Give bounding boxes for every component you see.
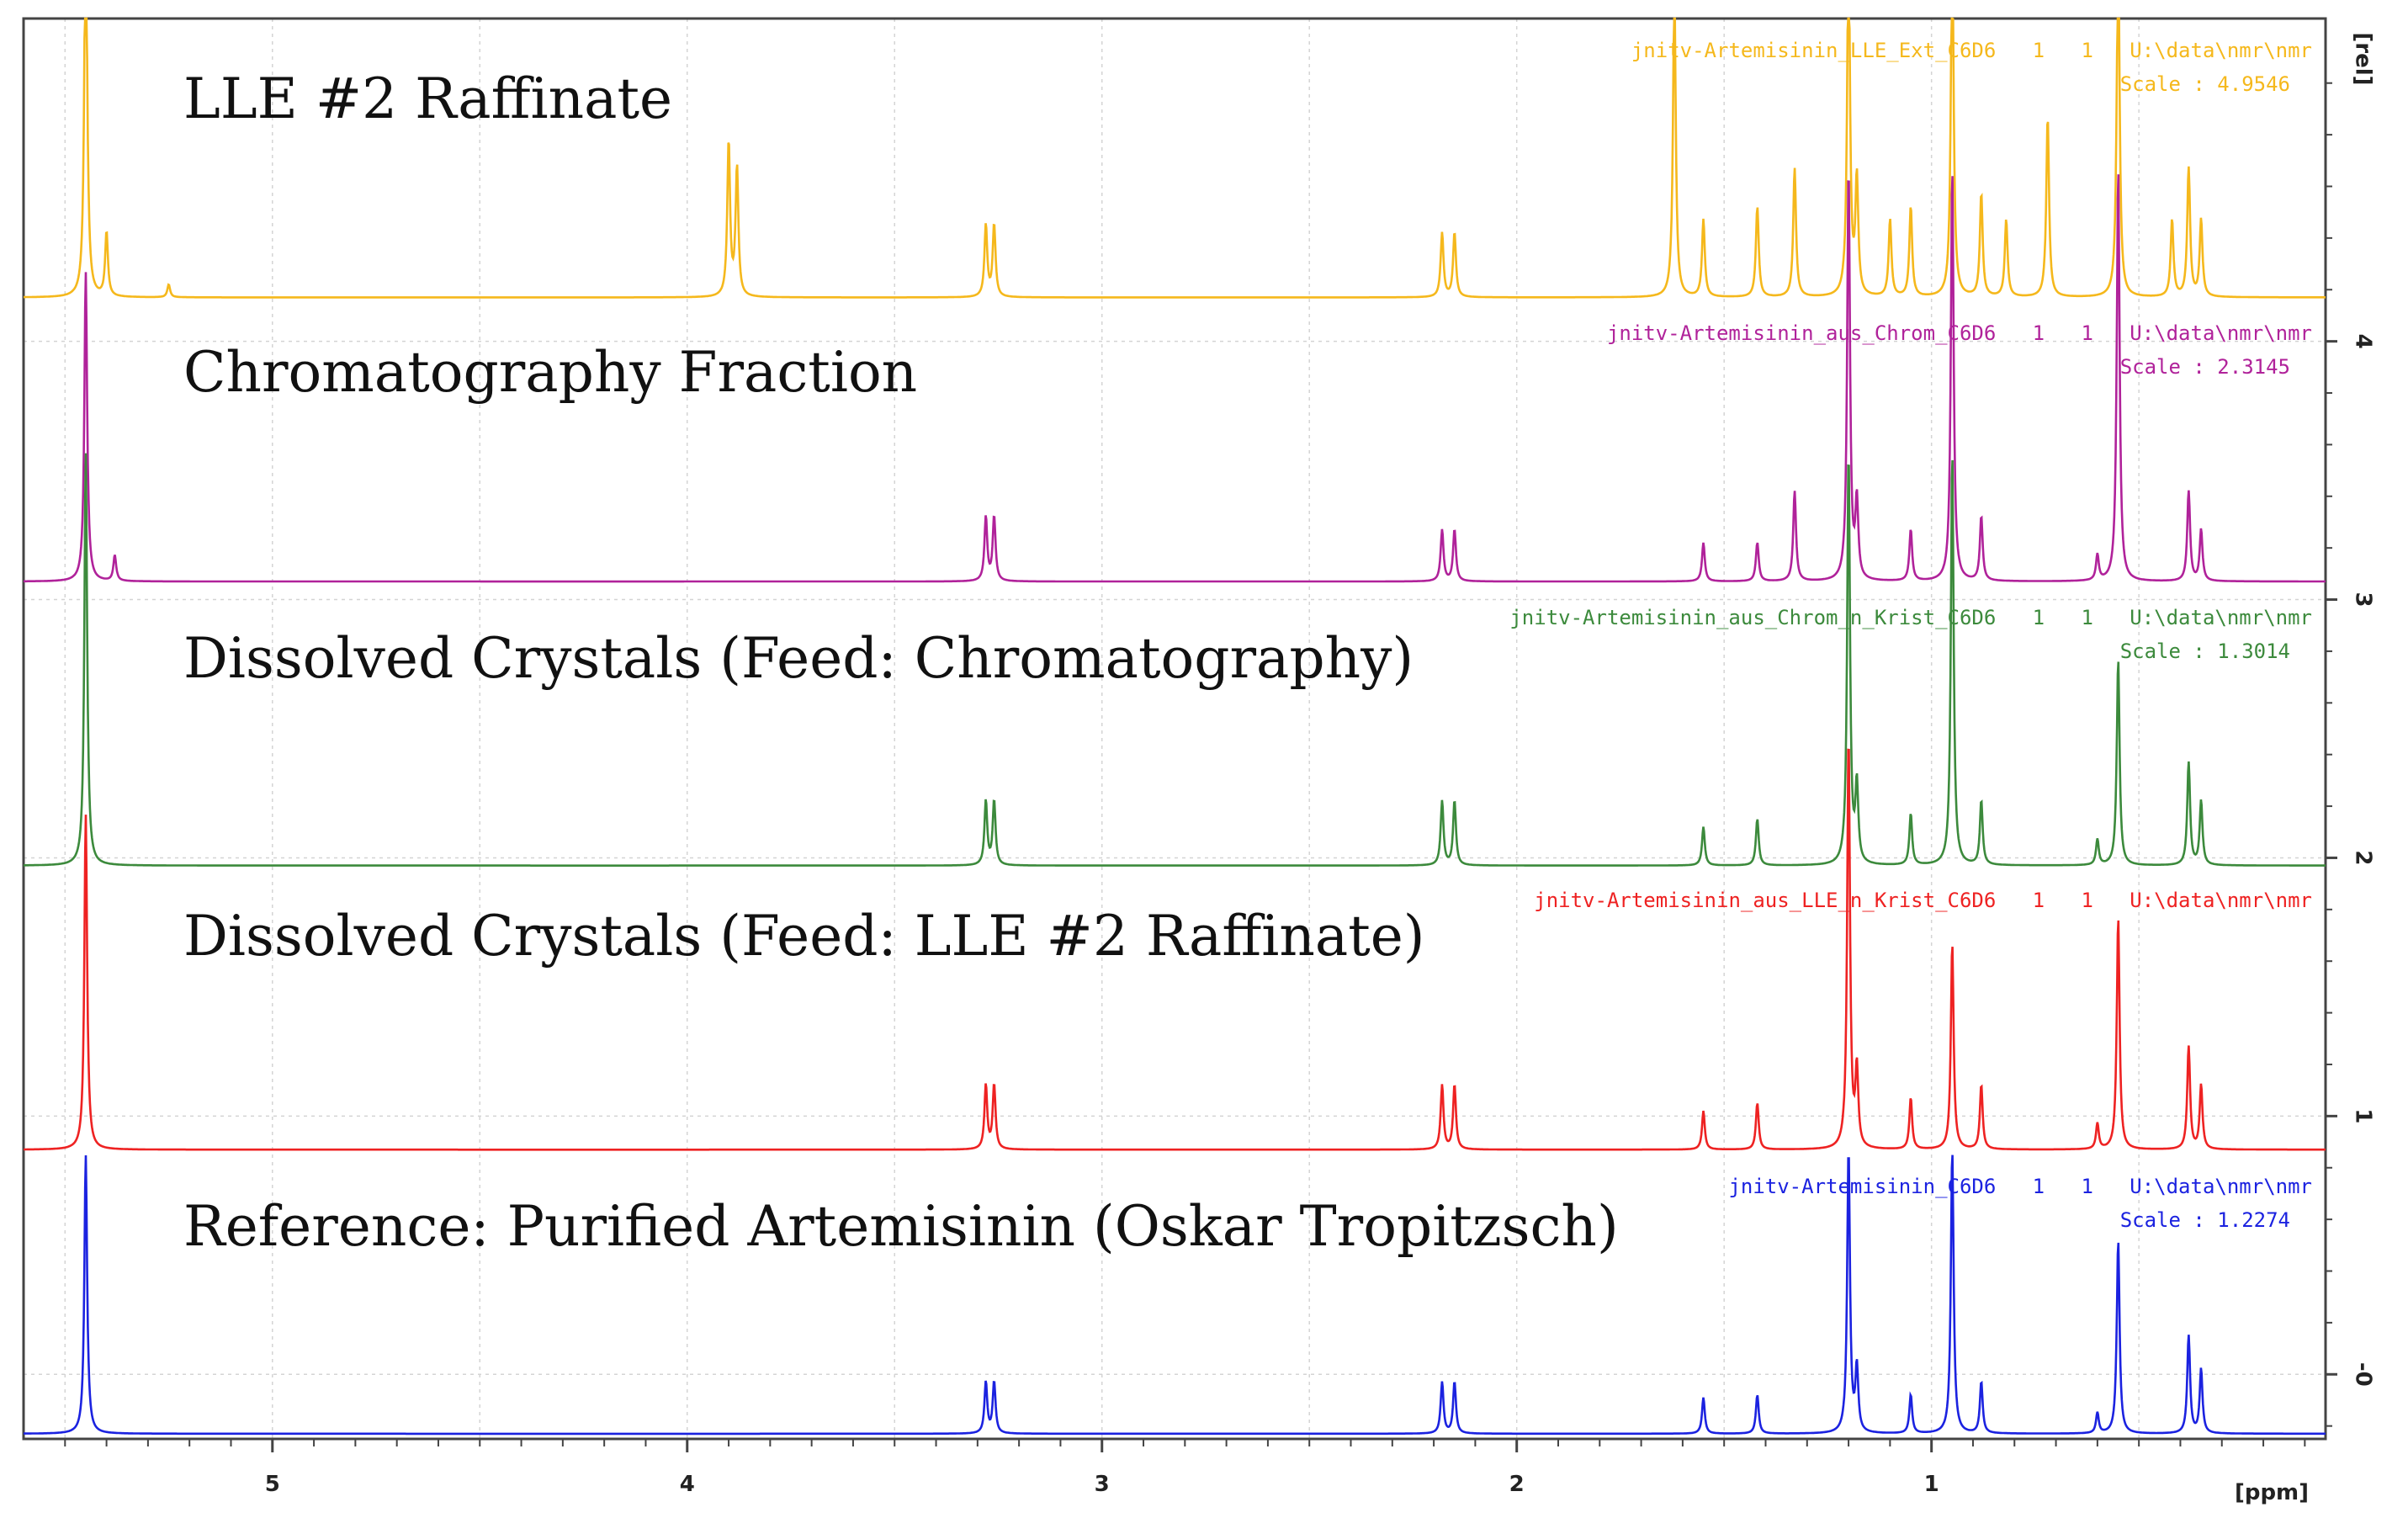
x-tick-label: 3 bbox=[1095, 1472, 1110, 1497]
spectrum-line-2 bbox=[24, 174, 2326, 583]
spectrum-file-1: jnitv-Artemisinin_LLE_Ext_C6D6 1 1 U:\da… bbox=[1631, 39, 2312, 62]
y-tick-label: 4 bbox=[2351, 334, 2376, 349]
y-axis-label: [rel] bbox=[2351, 32, 2376, 85]
spectrum-scale-5: Scale : 1.2274 bbox=[2120, 1208, 2290, 1232]
x-tick-label: 2 bbox=[1509, 1472, 1525, 1497]
spectrum-line-3 bbox=[24, 453, 2326, 867]
spectrum-file-5: jnitv-Artemisinin_C6D6 1 1 U:\data\nmr\n… bbox=[1728, 1175, 2312, 1198]
spectrum-line-5 bbox=[24, 1154, 2326, 1436]
spectrum-file-4: jnitv-Artemisinin_aus_LLE_n_Krist_C6D6 1… bbox=[1534, 889, 2312, 912]
y-tick-label: 1 bbox=[2351, 1108, 2376, 1123]
spectrum-name-3: Dissolved Crystals (Feed: Chromatography… bbox=[183, 626, 1414, 691]
y-tick-label: 2 bbox=[2351, 850, 2376, 865]
y-tick-label: -0 bbox=[2351, 1362, 2376, 1387]
spectrum-scale-2: Scale : 2.3145 bbox=[2120, 355, 2290, 379]
spectrum-scale-3: Scale : 1.3014 bbox=[2120, 640, 2290, 663]
spectrum-name-2: Chromatography Fraction bbox=[183, 340, 917, 405]
y-tick-label: 3 bbox=[2351, 592, 2376, 607]
spectrum-line-4 bbox=[24, 748, 2326, 1151]
spectrum-line-1 bbox=[24, 17, 2326, 299]
grid-lines bbox=[24, 19, 2326, 1439]
spectrum-name-4: Dissolved Crystals (Feed: LLE #2 Raffina… bbox=[183, 904, 1425, 969]
spectrum-name-5: Reference: Purified Artemisinin (Oskar T… bbox=[183, 1194, 1619, 1259]
spectrum-file-2: jnitv-Artemisinin_aus_Chrom_C6D6 1 1 U:\… bbox=[1607, 321, 2312, 345]
spectrum-file-3: jnitv-Artemisinin_aus_Chrom_n_Krist_C6D6… bbox=[1509, 606, 2312, 629]
x-tick-label: 4 bbox=[680, 1472, 695, 1497]
x-axis-label: [ppm] bbox=[2235, 1480, 2309, 1505]
spectrum-labels: LLE #2 Raffinate jnitv-Artemisinin_LLE_Ex… bbox=[183, 39, 2312, 1259]
spectrum-scale-1: Scale : 4.9546 bbox=[2120, 72, 2290, 96]
x-tick-label: 1 bbox=[1924, 1472, 1939, 1497]
axes: 5 4 3 2 1 [ppm] -0 1 2 3 4 [rel] bbox=[64, 32, 2376, 1505]
spectrum-name-1: LLE #2 Raffinate bbox=[183, 66, 672, 131]
x-tick-label: 5 bbox=[265, 1472, 280, 1497]
spectra bbox=[24, 17, 2326, 1436]
plot-frame bbox=[22, 17, 2327, 1441]
